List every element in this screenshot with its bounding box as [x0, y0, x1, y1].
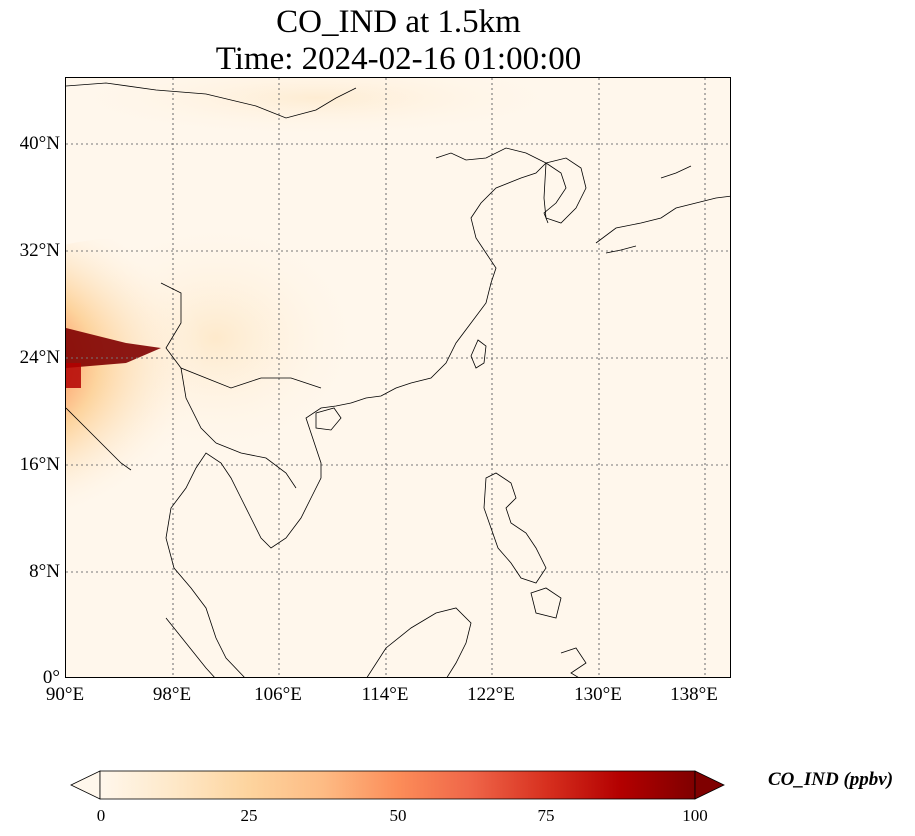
lat-tick-label: 24°N [19, 347, 60, 368]
co-plume-core-south [66, 363, 81, 388]
lon-tick-label: 130°E [574, 684, 622, 705]
gridlines [66, 78, 730, 677]
map-plot-area [65, 77, 731, 678]
lon-tick-label: 122°E [467, 684, 515, 705]
colorbar-extend-max [694, 770, 725, 800]
lat-tick-label: 40°N [19, 133, 60, 154]
lon-tick-label: 138°E [670, 684, 718, 705]
colorbar-tick-label: 25 [240, 806, 258, 825]
lat-tick-label: 0° [42, 667, 60, 688]
lat-tick-label: 8°N [29, 561, 60, 582]
colorbar-tick-label: 0 [96, 806, 106, 825]
lat-tick-label: 16°N [19, 454, 60, 475]
colorbar-tick-label: 50 [389, 806, 407, 825]
colorbar-extend-min [70, 770, 101, 800]
map-title-line2: Time: 2024-02-16 01:00:00 [215, 41, 582, 77]
colorbar-gradient [99, 770, 696, 800]
map-canvas [66, 78, 730, 677]
coastlines [66, 82, 730, 677]
colorbar-tick-label: 100 [682, 806, 708, 825]
colorbar-svg [70, 770, 725, 800]
lon-tick-label: 98°E [152, 684, 192, 705]
colorbar [70, 770, 725, 800]
lon-tick-label: 114°E [361, 684, 409, 705]
colorbar-label: CO_IND (ppbv) [768, 769, 894, 790]
map-title-line1: CO_IND at 1.5km [276, 4, 521, 40]
lon-tick-label: 106°E [254, 684, 302, 705]
colorbar-tick-label: 75 [537, 806, 555, 825]
lon-tick-label: 90°E [45, 684, 85, 705]
lat-tick-label: 32°N [19, 240, 60, 261]
co-plume [66, 238, 326, 518]
